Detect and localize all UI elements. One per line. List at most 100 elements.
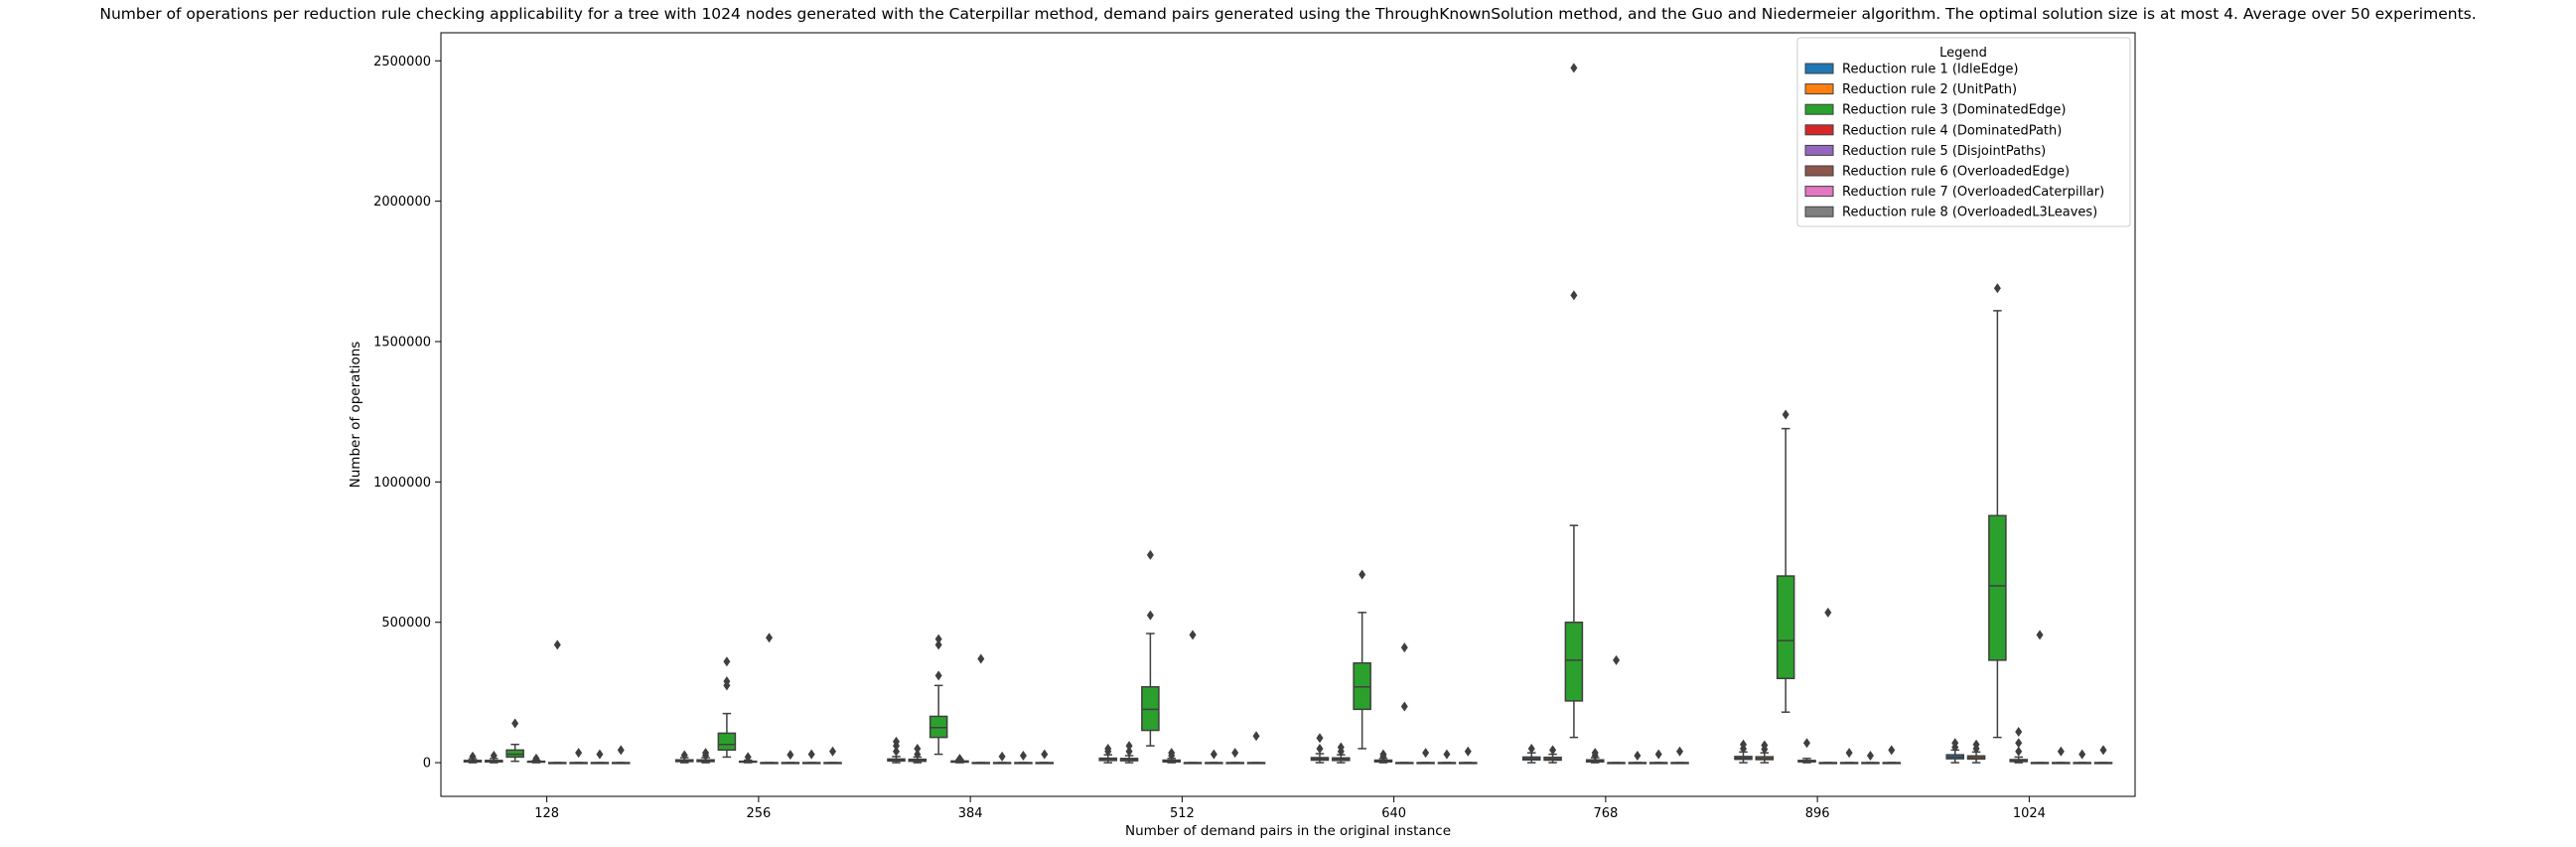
legend-frame [1796,37,2131,227]
outlier-point [723,656,731,667]
outlier-point [532,753,540,764]
outlier-point [1464,746,1472,757]
box-series-7-512 [1225,748,1244,765]
box-series-7-768 [1648,749,1668,765]
box-series-3-512 [1141,549,1160,747]
legend-entry: Reduction rule 6 (OverloadedEdge) [1842,165,2070,180]
outlier-point [1125,746,1133,757]
plot-frame [440,32,2136,797]
outlier-point [1104,743,1112,754]
plot-area [463,63,2113,765]
outlier-point [998,751,1006,762]
outlier-point [1359,569,1366,580]
box-series-2-128 [485,751,503,764]
outlier-point [702,748,710,759]
outlier-point [575,748,583,759]
box-series-1-384 [887,736,906,764]
outlier-point [511,718,519,729]
outlier-point [1337,742,1345,753]
outlier-point [1845,748,1853,759]
legend-swatch [1804,124,1834,136]
outlier-point [1379,749,1387,760]
box-series-5-640 [1395,642,1414,765]
outlier-point [1591,748,1599,759]
box-series-4-128 [526,753,546,764]
outlier-point [1316,743,1324,754]
outlier-point [1866,751,1874,762]
box-series-5-256 [760,633,779,765]
outlier-point [2015,738,2023,749]
outlier-point [1189,630,1197,640]
x-tick-label: 1024 [2013,806,2046,821]
legend-swatch [1804,165,1834,177]
outlier-point [744,752,752,763]
outlier-point [1316,733,1324,744]
box-series-2-896 [1755,740,1775,764]
y-axis-label: Number of operations [348,342,363,489]
outlier-point [1210,749,1217,760]
box-series-4-768 [1585,748,1605,764]
outlier-point [1739,739,1747,750]
legend-entry: Reduction rule 3 (DominatedEdge) [1842,103,2067,118]
box-series-6-1024 [2052,746,2071,765]
x-tick-label: 512 [1170,806,1195,821]
outlier-point [1549,745,1557,756]
box-series-8-384 [1035,749,1055,765]
outlier-point [1782,409,1789,420]
outlier-point [2099,745,2107,756]
legend-swatch [1804,83,1834,95]
outlier-point [2057,746,2065,757]
outlier-point [723,676,731,687]
x-tick-label: 384 [958,806,983,821]
outlier-point [1951,738,1959,749]
box-body [1776,575,1795,680]
box-series-6-768 [1628,751,1647,765]
box-series-4-512 [1162,748,1181,764]
outlier-point [596,749,604,760]
box-series-1-1024 [1945,738,1965,764]
box-series-1-256 [674,750,694,764]
box-series-5-384 [971,653,991,765]
outlier-point [934,639,942,650]
outlier-point [934,634,942,644]
y-tick-label: 1000000 [373,476,431,491]
box-series-8-256 [823,746,842,765]
outlier-point [892,736,900,747]
box-series-1-768 [1521,743,1541,764]
box-series-6-128 [569,748,588,765]
legend-swatch [1804,103,1834,115]
box-series-3-128 [505,718,524,763]
box-series-5-128 [548,639,567,765]
outlier-point [829,746,837,757]
outlier-point [469,751,477,762]
box-series-1-512 [1098,743,1118,764]
y-tick-label: 2500000 [373,55,431,70]
legend-entry: Reduction rule 7 (OverloadedCaterpillar) [1842,185,2104,200]
legend-entry: Reduction rule 2 (UnitPath) [1842,82,2017,97]
box-series-5-896 [1818,607,1838,765]
outlier-point [1443,749,1451,760]
outlier-point [553,639,561,650]
outlier-point [1146,549,1154,560]
x-tick-label: 128 [534,806,559,821]
box-series-7-384 [1014,751,1033,765]
outlier-point [1125,741,1133,752]
outlier-point [2015,746,2023,757]
outlier-point [1570,63,1578,73]
outlier-point [1676,746,1684,757]
outlier-point [1422,748,1430,759]
outlier-point [2015,726,2023,737]
box-series-5-512 [1183,630,1203,765]
outlier-point [1400,701,1408,712]
box-series-3-256 [717,656,737,759]
outlier-point [490,751,498,762]
y-tick-label: 500000 [381,616,431,631]
outlier-point [1400,642,1408,653]
x-tick-label: 768 [1593,806,1618,821]
legend-title: Legend [1939,46,1987,61]
outlier-point [934,670,942,681]
y-tick-label: 1500000 [373,335,431,350]
legend-swatch [1804,144,1834,156]
x-tick-label: 256 [746,806,771,821]
